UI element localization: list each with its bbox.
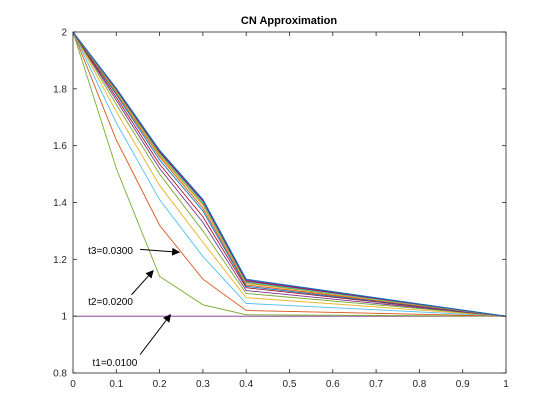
annotation-label-2: t2=0.0200 — [88, 297, 133, 308]
annotation-label-3: t1=0.0100 — [92, 358, 137, 369]
x-tick-label: 0.4 — [239, 379, 253, 390]
series-line-9 — [72, 31, 507, 317]
x-tick-label: 0.6 — [326, 379, 340, 390]
series-line-8 — [72, 31, 507, 317]
x-tick-label: 0.8 — [412, 379, 426, 390]
x-tick-label: 0.9 — [456, 379, 470, 390]
y-tick-label: 2 — [61, 28, 67, 39]
series-layer — [72, 31, 507, 317]
plot-area — [73, 32, 506, 373]
y-tick-label: 1 — [61, 312, 67, 323]
x-tick-label: 0.2 — [153, 379, 167, 390]
annotation-arrow-3 — [139, 313, 172, 355]
annotation-arrow-2 — [131, 269, 154, 296]
x-tick-label: 0.3 — [196, 379, 210, 390]
x-tick-label: 0.7 — [369, 379, 383, 390]
x-tick-label: 1 — [503, 379, 509, 390]
series-line-5 — [72, 31, 507, 317]
y-tick-label: 0.8 — [53, 369, 67, 380]
y-tick-label: 1.2 — [53, 255, 67, 266]
y-tick-label: 1.6 — [53, 141, 67, 152]
series-line-6 — [72, 31, 507, 317]
y-tick-label: 1.4 — [53, 198, 67, 209]
annotation-layer: t3=0.0300 t2=0.0200 t1=0.0100 — [88, 246, 181, 369]
series-line-4 — [72, 31, 507, 317]
annotation-arrow-1 — [140, 247, 181, 256]
y-tick-label: 1.8 — [53, 84, 67, 95]
x-tick-label: 0.5 — [283, 379, 297, 390]
x-tick-label: 0 — [70, 379, 76, 390]
series-line-10 — [72, 31, 507, 317]
annotation-label-1: t3=0.0300 — [88, 246, 133, 257]
axes-layer: 0 0.1 0.2 0.3 0.4 0.5 0.6 0.7 0.8 0.9 1 0.8 1 1.2 1.4 1… — [53, 28, 509, 391]
chart-title: CN Approximation — [241, 15, 337, 27]
series-line-16 — [72, 31, 507, 317]
series-line-2 — [72, 31, 507, 317]
series-line-7 — [72, 31, 507, 317]
x-tick-label: 0.1 — [109, 379, 123, 390]
series-line-3 — [72, 31, 507, 317]
